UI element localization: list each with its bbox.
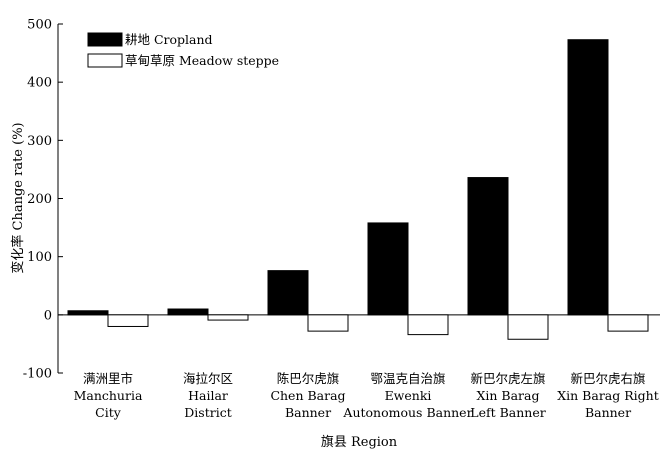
category-label: Banner <box>585 405 631 420</box>
category-label: 新巴尔虎右旗 <box>570 371 645 386</box>
y-tick-label: 500 <box>27 18 52 33</box>
category-label: District <box>184 405 231 420</box>
category-label: 鄂温克自治旗 <box>370 371 445 386</box>
y-tick-label: 0 <box>44 308 52 323</box>
category-label: Ewenki <box>385 388 432 403</box>
category-labels-group: 满洲里市 Manchuria City 海拉尔区 Hailar District 陈巴尔虎旗… <box>74 371 659 420</box>
y-ticks-group: -100 0 100 200 300 400 500 <box>23 18 63 382</box>
category-label: 陈巴尔虎旗 <box>277 371 340 386</box>
bar-meadow-steppe <box>407 314 449 336</box>
category-label: Banner <box>285 405 331 420</box>
bar-meadow-steppe <box>607 314 649 332</box>
legend-label-meadow-steppe: 草甸草原 Meadow steppe <box>125 53 279 68</box>
bar-cropland <box>567 39 609 316</box>
category-label: Chen Barag <box>270 388 345 403</box>
y-tick-label: -100 <box>23 367 52 382</box>
category-label: 新巴尔虎左旗 <box>470 371 545 386</box>
category-label: Hailar <box>188 388 228 403</box>
category-label: Xin Barag <box>477 388 540 403</box>
y-axis-label: 变化率 Change rate (%) <box>10 122 26 273</box>
x-axis-label: 旗县 Region <box>321 434 398 450</box>
bar-meadow-steppe <box>307 314 349 332</box>
bar-cropland <box>367 222 409 316</box>
category-label: City <box>95 405 122 420</box>
category-label: 海拉尔区 <box>183 371 233 386</box>
category-label: Left Banner <box>470 405 545 420</box>
bar-cropland <box>467 177 509 316</box>
legend-label-cropland: 耕地 Cropland <box>125 32 213 47</box>
category-label: Autonomous Banner <box>342 405 472 420</box>
bar-cropland <box>267 270 309 316</box>
y-tick-label: 200 <box>27 192 52 207</box>
bars-group <box>67 39 649 340</box>
y-tick-label: 400 <box>27 76 52 91</box>
legend: 耕地 Cropland 草甸草原 Meadow steppe <box>87 32 279 68</box>
bar-cropland <box>67 310 109 316</box>
bar-meadow-steppe <box>507 314 549 340</box>
legend-swatch-cropland <box>87 32 123 47</box>
bar-cropland <box>167 308 209 316</box>
category-label: Manchuria <box>74 388 143 403</box>
category-label: Xin Barag Right <box>557 388 658 403</box>
y-tick-label: 100 <box>27 250 52 265</box>
bar-meadow-steppe <box>107 314 149 327</box>
bar-meadow-steppe <box>207 314 249 321</box>
legend-swatch-meadow-steppe <box>87 53 123 68</box>
category-label: 满洲里市 <box>83 371 133 386</box>
y-tick-label: 300 <box>27 134 52 149</box>
